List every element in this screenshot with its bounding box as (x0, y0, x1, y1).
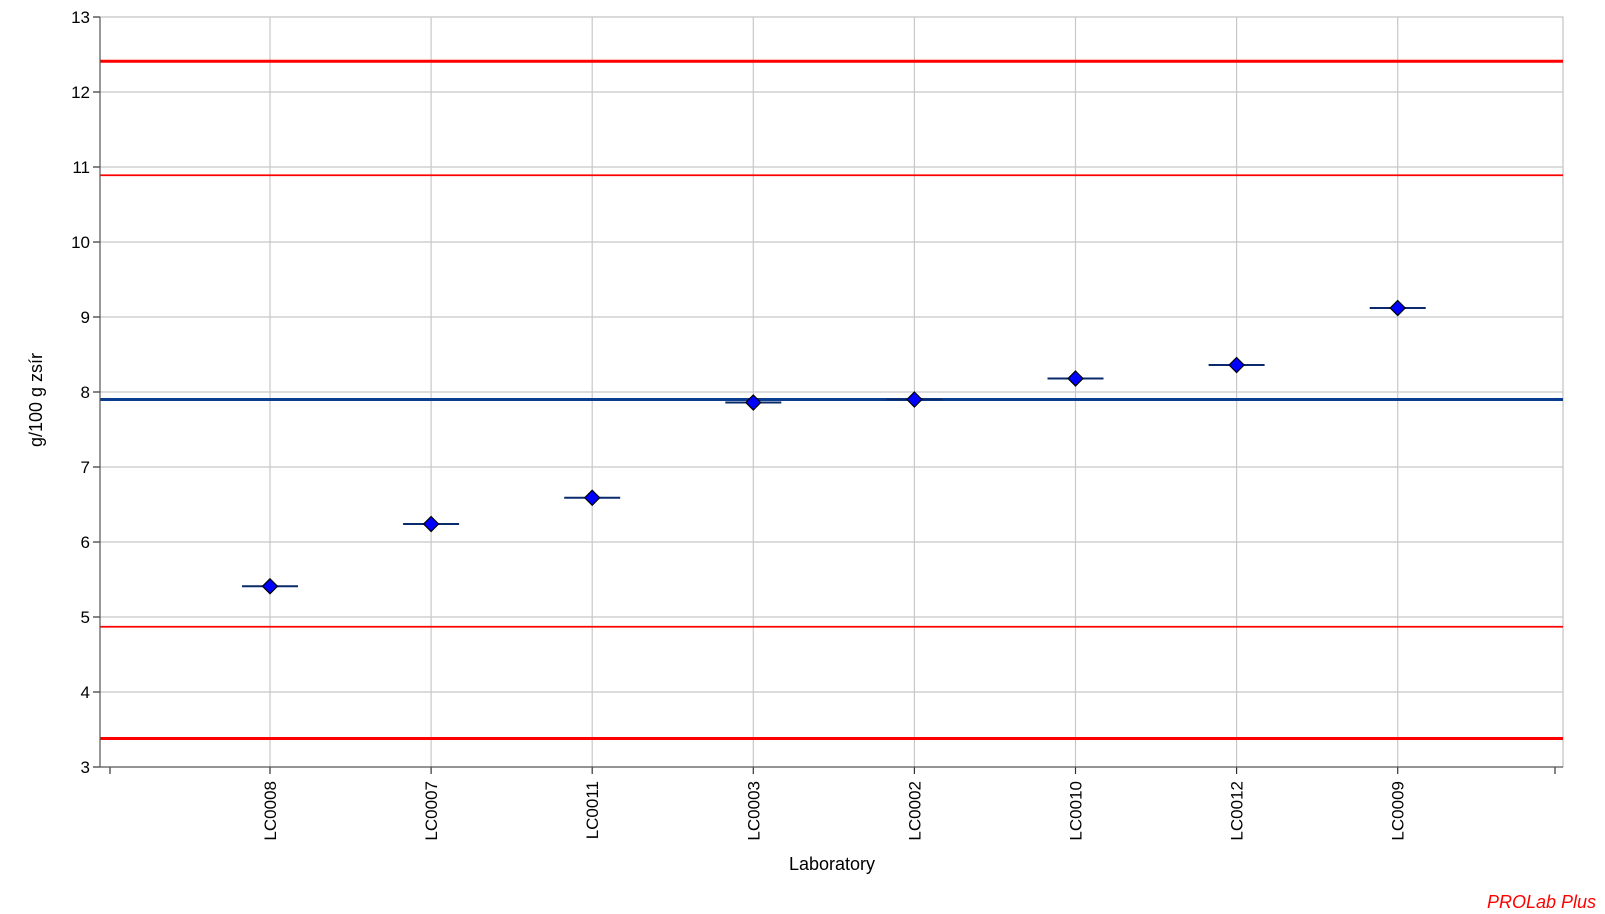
reference-lines (100, 59, 1563, 740)
x-tick-label: LC0009 (1389, 781, 1408, 841)
y-axis-title: g/100 g zsír (26, 353, 46, 447)
data-point (1389, 299, 1407, 317)
y-tick-labels: 3 4 5 6 7 8 9 10 11 12 13 (71, 8, 90, 777)
y-tick-label: 12 (71, 83, 90, 102)
y-tick-label: 11 (72, 158, 90, 177)
data-point (1228, 356, 1245, 374)
data-point (422, 515, 440, 533)
x-tick-label: LC0002 (905, 781, 924, 841)
x-tick-label: LC0012 (1228, 781, 1247, 841)
axes (93, 16, 1563, 774)
x-tick-label: LC0010 (1067, 781, 1086, 841)
data-points (242, 299, 1426, 595)
data-point (1067, 370, 1084, 387)
y-tick-label: 9 (81, 308, 90, 327)
data-point (583, 489, 601, 507)
y-tick-label: 5 (81, 608, 90, 627)
x-tick-label: LC0007 (422, 781, 441, 841)
x-tick-label: LC0011 (583, 781, 602, 839)
data-point (744, 394, 762, 411)
y-tick-label: 8 (81, 383, 90, 402)
y-tick-label: 6 (81, 533, 90, 552)
grid (99, 16, 1564, 768)
y-tick-label: 10 (71, 233, 90, 252)
y-tick-label: 3 (81, 758, 90, 777)
data-point (906, 391, 923, 408)
y-tick-label: 7 (81, 458, 90, 477)
y-tick-label: 4 (81, 683, 90, 702)
x-axis-title: Laboratory (789, 854, 875, 874)
x-tick-labels: LC0008 LC0007 LC0011 LC0003 LC0002 LC0010 LC00… (261, 781, 1408, 841)
watermark: PROLab Plus (1487, 892, 1596, 912)
data-point (261, 577, 279, 595)
y-tick-label: 13 (71, 8, 90, 27)
x-tick-label: LC0003 (744, 781, 763, 841)
x-tick-label: LC0008 (261, 781, 280, 841)
